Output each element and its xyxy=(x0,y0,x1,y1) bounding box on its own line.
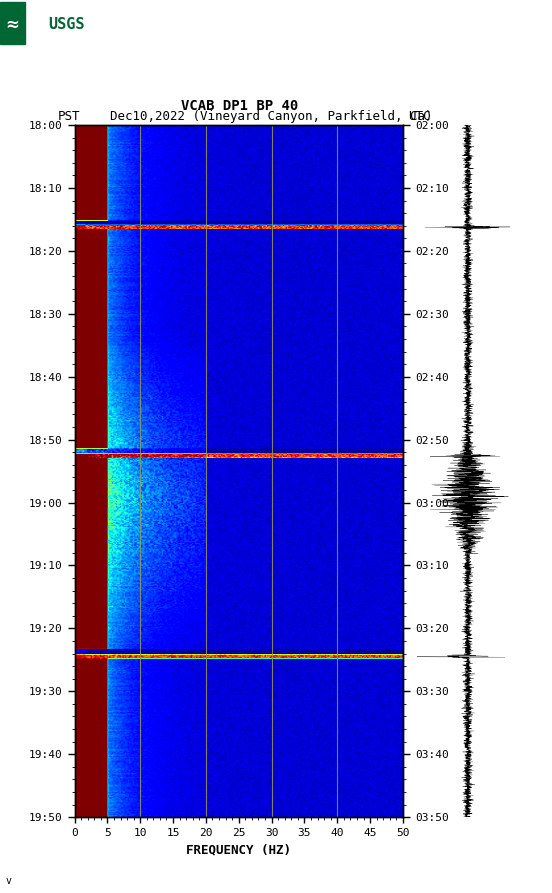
Text: USGS: USGS xyxy=(48,17,84,32)
Text: PST: PST xyxy=(58,110,81,123)
Text: ≈: ≈ xyxy=(6,15,19,34)
Text: v: v xyxy=(6,876,12,886)
Text: VCAB DP1 BP 40: VCAB DP1 BP 40 xyxy=(182,98,299,113)
Text: UTC: UTC xyxy=(408,110,431,123)
Text: Dec10,2022 (Vineyard Canyon, Parkfield, Ca): Dec10,2022 (Vineyard Canyon, Parkfield, … xyxy=(110,110,433,123)
X-axis label: FREQUENCY (HZ): FREQUENCY (HZ) xyxy=(186,843,291,856)
Bar xyxy=(0,3,25,44)
